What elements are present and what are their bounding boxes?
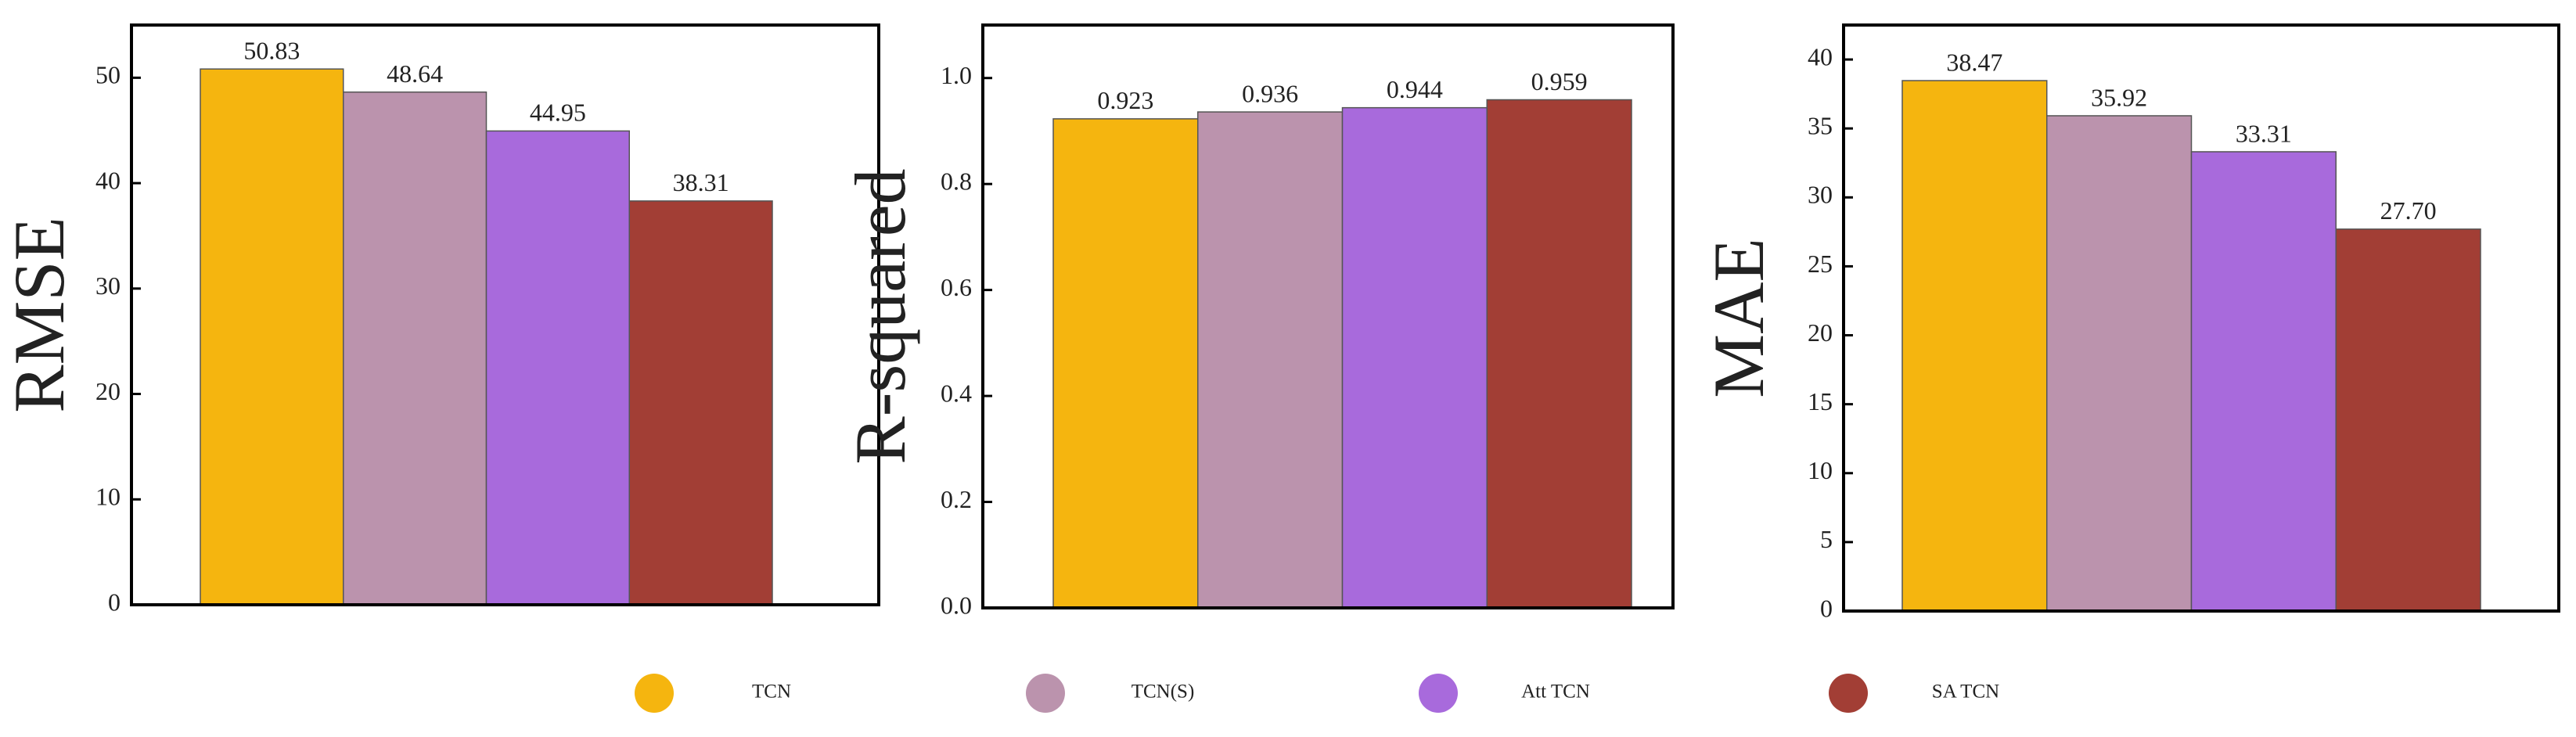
y-axis-label: MAE (1699, 238, 1779, 397)
value-label: 27.70 (2380, 196, 2437, 225)
y-tick-label: 50 (95, 61, 121, 89)
bar (628, 200, 773, 606)
value-label: 33.31 (2236, 119, 2292, 147)
y-tick-label: 35 (1808, 112, 1833, 140)
value-label: 0.923 (1097, 86, 1153, 114)
value-label: 0.944 (1387, 75, 1443, 103)
y-tick-label: 40 (1808, 42, 1833, 70)
bar (200, 68, 344, 606)
y-tick-label: 10 (95, 483, 121, 511)
plot-frame (1842, 23, 2560, 613)
bar (2190, 151, 2337, 612)
y-tick-label: 0.4 (941, 379, 972, 407)
value-label: 0.959 (1531, 67, 1588, 95)
plot-frame (981, 23, 1675, 609)
y-tick-label: 5 (1820, 525, 1833, 553)
value-label: 0.936 (1242, 79, 1298, 107)
legend-label: SA TCN (1932, 681, 1999, 703)
value-label: 50.83 (243, 37, 300, 65)
bar (1901, 80, 2048, 612)
legend-marker (1026, 674, 1065, 713)
bar (2046, 115, 2193, 612)
value-label: 44.95 (530, 99, 586, 127)
y-tick-label: 20 (1808, 318, 1833, 347)
y-tick-label: 25 (1808, 250, 1833, 278)
y-tick-label: 0 (1820, 594, 1833, 622)
value-label: 38.31 (673, 168, 729, 196)
value-label: 35.92 (2091, 83, 2147, 111)
legend-marker (635, 674, 674, 713)
y-tick-label: 15 (1808, 387, 1833, 415)
bar (1197, 111, 1344, 609)
plot-frame (130, 23, 880, 606)
value-label: 48.64 (387, 59, 443, 88)
bar (343, 91, 487, 606)
y-tick-label: 40 (95, 166, 121, 194)
y-tick-label: 1.0 (941, 61, 972, 89)
bar (485, 130, 630, 606)
y-tick-label: 20 (95, 377, 121, 405)
y-tick-label: 0.6 (941, 273, 972, 301)
y-tick-label: 30 (95, 271, 121, 300)
value-label: 38.47 (1946, 48, 2002, 76)
bar (1341, 106, 1488, 609)
y-tick-label: 0.0 (941, 591, 972, 619)
y-axis-label: RMSE (0, 217, 79, 413)
legend-marker (1419, 674, 1458, 713)
y-tick-label: 0.8 (941, 167, 972, 196)
bar (1052, 118, 1199, 609)
y-tick-label: 0.2 (941, 485, 972, 513)
legend-label: Att TCN (1521, 681, 1590, 703)
y-tick-label: 10 (1808, 456, 1833, 484)
legend-marker (1829, 674, 1868, 713)
y-tick-label: 0 (108, 588, 121, 616)
legend-label: TCN (752, 681, 791, 703)
bar (1486, 99, 1632, 609)
legend-label: TCN(S) (1131, 681, 1195, 703)
y-tick-label: 30 (1808, 181, 1833, 209)
bar (2335, 228, 2481, 612)
y-axis-label: R-squared (840, 168, 920, 464)
